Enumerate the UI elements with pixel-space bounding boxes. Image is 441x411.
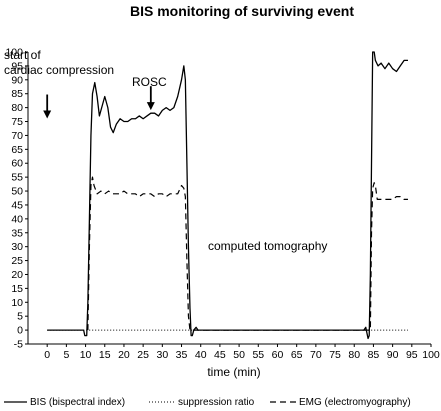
x-axis-label: time (min): [207, 365, 260, 379]
y-tick-label: 50: [11, 186, 23, 198]
series-emg-line: [87, 176, 408, 331]
y-tick-label: 90: [11, 74, 23, 86]
series-layer: [47, 51, 408, 340]
x-tick-label: 50: [233, 349, 245, 361]
y-tick-label: 60: [11, 158, 23, 170]
y-tick-label: 70: [11, 130, 23, 142]
arrow-head: [43, 110, 52, 119]
y-tick-label: 25: [11, 255, 23, 267]
legend-label-bis: BIS (bispectral index): [30, 397, 125, 408]
y-tick-label: 5: [17, 311, 23, 323]
legend: BIS (bispectral index) suppression ratio…: [4, 397, 411, 408]
y-tick-label: -5: [14, 339, 23, 351]
arrow-head: [146, 102, 155, 111]
annotation-computed-tomography: computed tomography: [208, 239, 327, 253]
x-tick-label: 80: [348, 349, 360, 361]
x-tick-label: 25: [137, 349, 149, 361]
x-tick-label: 70: [310, 349, 322, 361]
y-tick-label: 80: [11, 102, 23, 114]
x-tick-label: 0: [44, 349, 50, 361]
x-tick-label: 5: [63, 349, 69, 361]
y-tick-label: 0: [17, 325, 23, 337]
y-tick-label: 40: [11, 213, 23, 225]
y-tick-label: 100: [5, 47, 23, 59]
x-tick-label: 100: [422, 349, 440, 361]
x-tick-label: 10: [80, 349, 92, 361]
y-tick-label: 75: [11, 116, 23, 128]
x-tick-label: 45: [214, 349, 226, 361]
y-tick-label: 55: [11, 172, 23, 184]
x-tick-label: 75: [329, 349, 341, 361]
x-tick-label: 85: [368, 349, 380, 361]
x-tick-label: 35: [176, 349, 188, 361]
y-tick-label: 35: [11, 227, 23, 239]
x-tick-label: 65: [291, 349, 303, 361]
legend-label-emg: EMG (electromyography): [299, 397, 411, 408]
x-tick-label: 60: [272, 349, 284, 361]
x-tick-label: 30: [156, 349, 168, 361]
series-bis-line: [47, 51, 408, 340]
annotation-cardiac-compression: cardiac compression: [4, 63, 114, 77]
x-tick-label: 20: [118, 349, 130, 361]
y-tick-label: 95: [11, 60, 23, 72]
annotation-start-of: start of: [4, 48, 41, 62]
legend-label-suppression: suppression ratio: [178, 397, 255, 408]
y-tick-label: 30: [11, 241, 23, 253]
y-tick-label: 85: [11, 88, 23, 100]
x-tick-label: 40: [195, 349, 207, 361]
y-tick-label: 65: [11, 144, 23, 156]
annotation-rosc: ROSC: [132, 75, 167, 89]
chart-title: BIS monitoring of surviving event: [130, 3, 354, 19]
x-tick-label: 55: [252, 349, 264, 361]
annotation-arrows: [43, 86, 155, 119]
x-tick-label: 90: [387, 349, 399, 361]
y-tick-label: 20: [11, 269, 23, 281]
x-tick-label: 15: [99, 349, 111, 361]
y-tick-label: 10: [11, 297, 23, 309]
y-tick-label: 45: [11, 199, 23, 211]
y-tick-label: 15: [11, 283, 23, 295]
x-tick-label: 95: [406, 349, 418, 361]
x-ticks: 0 5 10 15 20 25 30 35 40 45 50 55 60 65 70 75 80 85 90 95 10…: [44, 344, 440, 361]
